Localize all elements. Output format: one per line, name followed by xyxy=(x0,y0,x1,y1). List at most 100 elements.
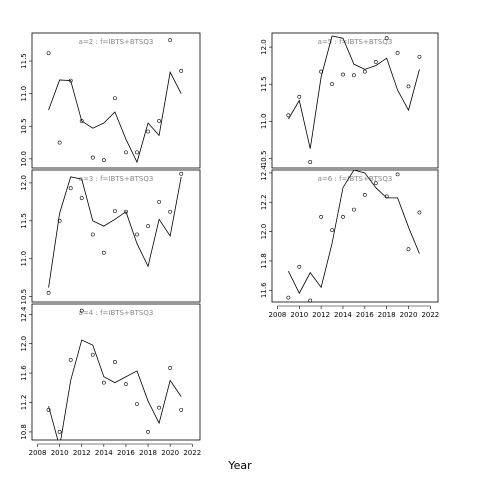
observed-point xyxy=(352,73,356,78)
observed-point xyxy=(90,155,95,160)
observed-point xyxy=(112,96,117,101)
observed-point xyxy=(90,232,95,237)
observed-point xyxy=(146,430,150,434)
y-tick-label: 11.5 xyxy=(260,76,268,92)
observed-point xyxy=(146,129,150,134)
y-tick-label: 12.4 xyxy=(20,306,28,322)
panel-title: a=5 : f=IBTS+BTSQ3 xyxy=(318,38,393,46)
x-tick-label: 2010 xyxy=(51,449,69,457)
observed-point xyxy=(157,199,162,204)
observed-point xyxy=(395,172,400,177)
x-tick-label: 2008 xyxy=(29,449,47,457)
observed-point xyxy=(124,382,128,387)
observed-point xyxy=(112,209,117,213)
panel: a=3 : f=IBTS+BTSQ3 10.5 11.0 11.5 12.0 xyxy=(20,169,201,305)
y-tick-label: 10.5 xyxy=(20,289,28,305)
x-tick-label: 2008 xyxy=(269,311,287,319)
y-tick-label: 12.4 xyxy=(260,165,268,181)
fitted-line xyxy=(288,170,420,295)
observed-point xyxy=(319,215,324,219)
observed-point xyxy=(124,150,128,155)
y-tick-label: 12.0 xyxy=(260,39,268,55)
observed-point xyxy=(46,290,51,295)
observed-point xyxy=(308,298,313,303)
y-tick-label: 11.0 xyxy=(260,113,268,129)
panel-title: a=4 : f=IBTS+BTSQ3 xyxy=(79,309,154,317)
observed-point xyxy=(330,82,334,87)
observed-point xyxy=(362,69,367,74)
x-axis-label: Year xyxy=(227,459,252,472)
observed-point xyxy=(79,308,84,313)
observed-point xyxy=(135,402,139,406)
observed-point xyxy=(330,228,334,233)
observed-point xyxy=(79,119,84,123)
panel: a=2 : f=IBTS+BTSQ3 10.0 10.5 11.0 11.5 xyxy=(20,32,201,169)
y-tick-label: 11.0 xyxy=(20,86,28,102)
observed-point xyxy=(101,158,106,163)
panel-frame xyxy=(31,32,201,169)
y-tick-label: 10.8 xyxy=(20,424,28,440)
observed-point xyxy=(384,36,389,41)
observed-point xyxy=(297,94,302,99)
fitted-line xyxy=(48,176,182,288)
observed-point xyxy=(124,209,128,214)
x-tick-label: 2020 xyxy=(161,449,179,457)
observed-point xyxy=(417,54,422,59)
y-tick-label: 12.0 xyxy=(20,336,28,352)
observed-point xyxy=(135,150,139,155)
observed-point xyxy=(101,380,106,385)
panel-frame xyxy=(31,303,201,441)
observed-point xyxy=(46,407,51,412)
y-tick-label: 12.2 xyxy=(260,194,268,210)
y-tick-label: 11.8 xyxy=(260,253,268,269)
observed-point xyxy=(286,295,291,300)
observed-point xyxy=(157,405,162,410)
observed-point xyxy=(90,352,95,357)
observed-point xyxy=(179,68,184,73)
observed-point xyxy=(57,430,62,434)
panel: a=5 : f=IBTS+BTSQ3 10.5 11.0 11.5 12.0 xyxy=(260,32,439,169)
x-tick-label: 2020 xyxy=(400,311,418,319)
x-tick-label: 2018 xyxy=(378,311,396,319)
panel-frame xyxy=(271,169,439,303)
observed-point xyxy=(46,51,51,56)
observed-point xyxy=(308,160,313,164)
observed-point xyxy=(406,247,411,252)
y-tick-label: 11.6 xyxy=(20,365,28,381)
x-tick-label: 2022 xyxy=(421,311,439,319)
observed-point xyxy=(297,264,302,269)
observed-point xyxy=(168,366,173,370)
fitted-line xyxy=(48,70,182,164)
observed-point xyxy=(319,69,324,74)
observed-point xyxy=(79,196,84,200)
observed-point xyxy=(286,113,291,118)
observed-point xyxy=(168,38,173,43)
x-tick-label: 2014 xyxy=(334,311,352,319)
panel-title: a=3 : f=IBTS+BTSQ3 xyxy=(79,175,154,183)
x-tick-label: 2012 xyxy=(73,449,91,457)
y-tick-label: 12.0 xyxy=(20,175,28,191)
observed-point xyxy=(384,194,389,199)
panel-frame xyxy=(31,169,201,303)
observed-point xyxy=(179,171,184,176)
observed-point xyxy=(179,407,184,412)
y-tick-label: 11.6 xyxy=(260,282,268,298)
x-tick-label: 2010 xyxy=(290,311,308,319)
panel-frame xyxy=(271,32,439,169)
fitted-line xyxy=(288,35,420,149)
observed-point xyxy=(341,215,345,219)
observed-point xyxy=(168,209,173,214)
y-tick-label: 10.5 xyxy=(260,151,268,167)
observed-point xyxy=(395,51,400,55)
observed-point xyxy=(57,140,62,145)
y-tick-label: 11.2 xyxy=(20,395,28,411)
panel: a=6 : f=IBTS+BTSQ3 11.6 11.8 12.0 12.2 12.4 20… xyxy=(260,165,439,319)
y-tick-label: 11.5 xyxy=(20,213,28,229)
observed-point xyxy=(68,357,73,362)
observed-point xyxy=(406,84,411,89)
y-tick-label: 11.0 xyxy=(20,251,28,267)
y-tick-label: 10.5 xyxy=(20,118,28,134)
observed-point xyxy=(341,72,345,77)
observed-point xyxy=(373,60,378,64)
